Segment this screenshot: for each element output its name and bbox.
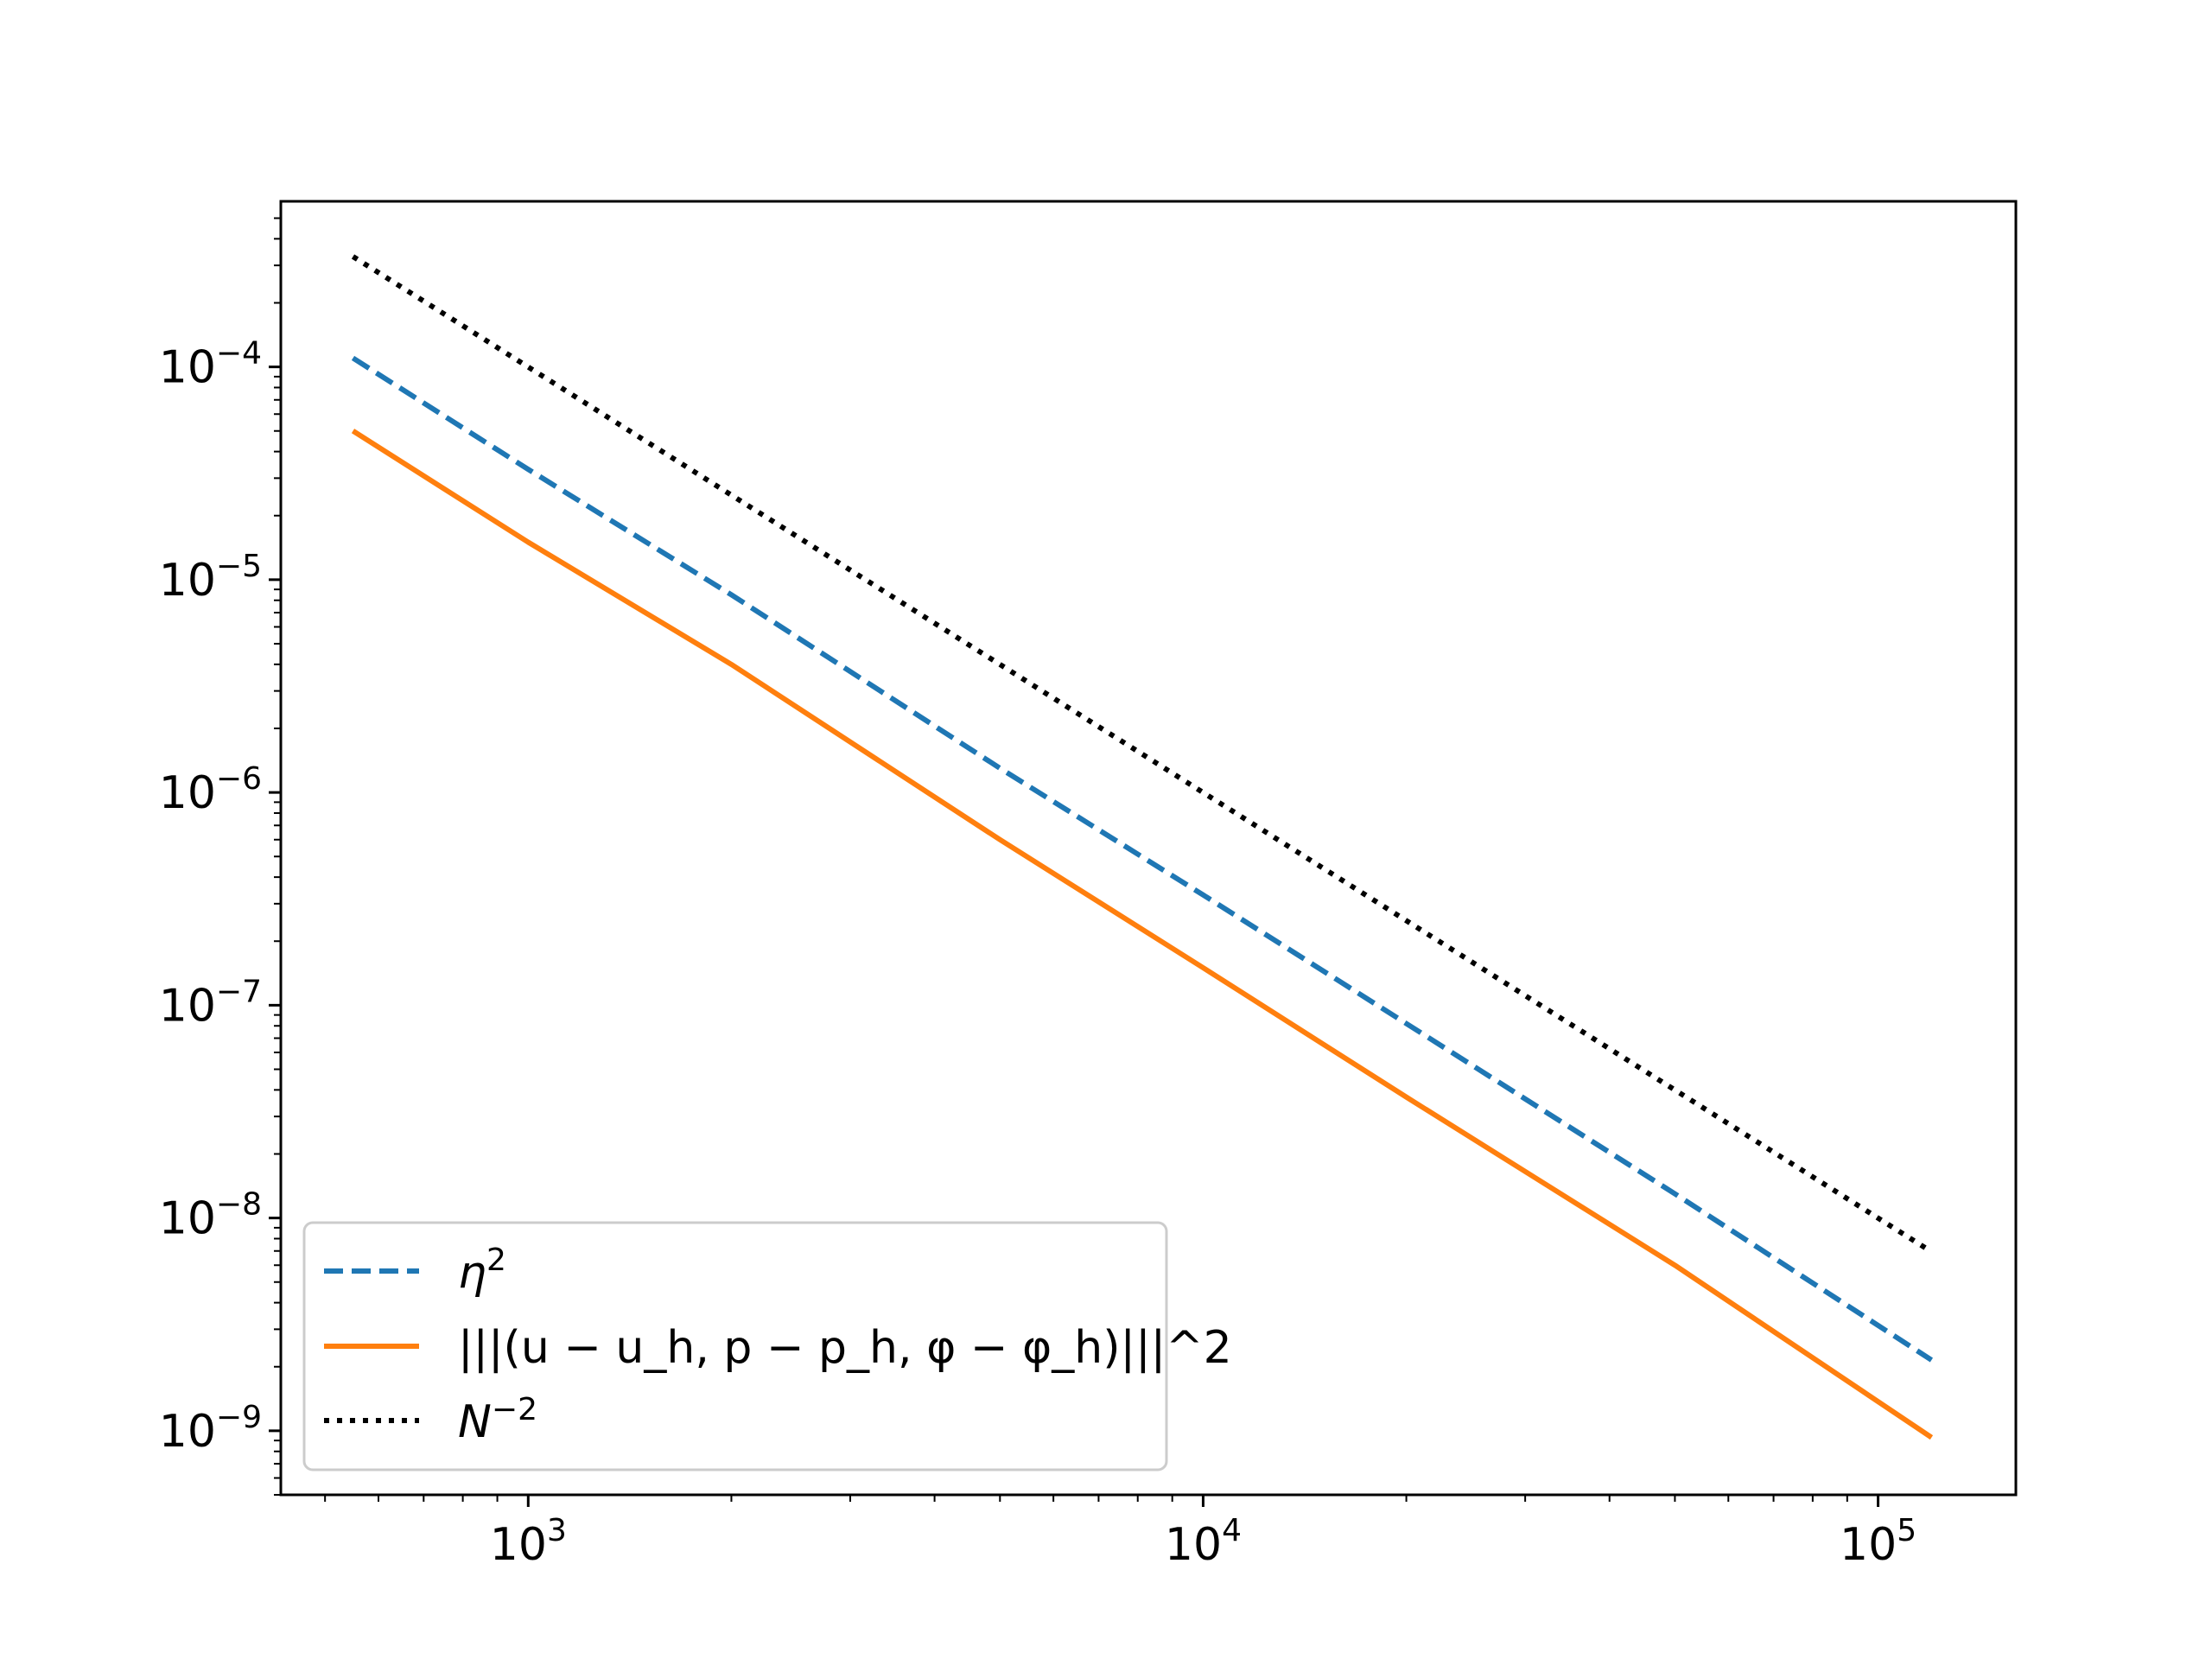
legend-label-ref-sup: −2 xyxy=(492,1392,537,1427)
y-tick-label-base: 10 xyxy=(159,1406,216,1458)
x-tick-label: 104 xyxy=(1165,1513,1242,1571)
y-tick-label-exp: −8 xyxy=(216,1187,262,1223)
y-tick-label-exp: −6 xyxy=(216,761,262,797)
x-tick-label-base: 10 xyxy=(1840,1519,1897,1571)
series-layer xyxy=(351,254,1934,1440)
legend-label-ref: N−2 xyxy=(458,1392,537,1448)
legend-label-eta-base: η xyxy=(458,1247,486,1299)
x-axis: 103 104 105 xyxy=(324,1495,1916,1571)
series-line-eta xyxy=(351,355,1934,1363)
y-tick-label: 10−7 xyxy=(159,974,262,1032)
y-tick-label-exp: −5 xyxy=(216,549,262,584)
y-tick-label: 10−4 xyxy=(159,336,262,394)
legend-label-ref-base: N xyxy=(458,1396,492,1448)
legend-label-error: |||(u − u_h, p − p_h, φ − φ_h)|||^2 xyxy=(458,1322,1232,1374)
y-tick-label: 10−6 xyxy=(159,761,262,819)
y-tick-label: 10−9 xyxy=(159,1400,262,1458)
y-axis: 10−410−510−610−710−810−9 xyxy=(159,217,281,1496)
y-tick-label-exp: −9 xyxy=(216,1400,262,1435)
plot-frame xyxy=(279,200,2018,1497)
x-tick-label: 105 xyxy=(1840,1513,1916,1571)
y-tick-label: 10−5 xyxy=(159,549,262,607)
legend-label-eta-sup: 2 xyxy=(486,1243,506,1278)
x-tick-label-base: 10 xyxy=(490,1519,547,1571)
y-tick-label-base: 10 xyxy=(159,342,216,394)
legend-box xyxy=(302,1221,1168,1471)
y-tick-label-base: 10 xyxy=(159,555,216,607)
y-tick-label-base: 10 xyxy=(159,1193,216,1245)
y-tick-label-base: 10 xyxy=(159,767,216,819)
x-tick-label-exp: 5 xyxy=(1897,1513,1916,1548)
x-tick-label: 103 xyxy=(490,1513,567,1571)
x-tick-label-base: 10 xyxy=(1165,1519,1222,1571)
y-tick-label-exp: −4 xyxy=(216,336,262,372)
y-tick-label-exp: −7 xyxy=(216,974,262,1009)
legend: η2 |||(u − u_h, p − p_h, φ − φ_h)|||^2 N… xyxy=(302,1221,1232,1471)
y-tick-label: 10−8 xyxy=(159,1187,262,1245)
series-line-error xyxy=(351,429,1934,1440)
legend-label-eta: η2 xyxy=(458,1243,506,1299)
x-tick-label-exp: 4 xyxy=(1222,1513,1242,1548)
x-tick-label-exp: 3 xyxy=(547,1513,567,1548)
y-tick-label-base: 10 xyxy=(159,980,216,1032)
